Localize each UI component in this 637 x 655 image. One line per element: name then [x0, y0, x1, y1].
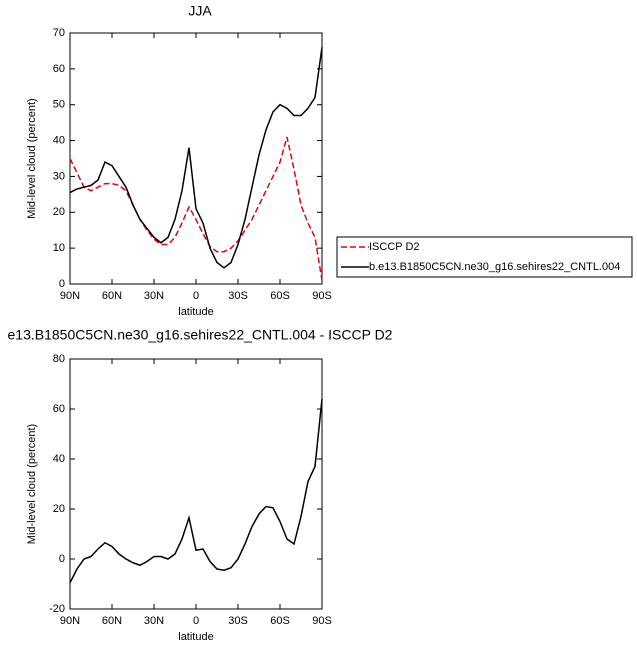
data-line [69, 136, 323, 281]
y-tick-label: 60 [53, 403, 65, 415]
chart-title: e13.B1850C5CN.ne30_g16.sehires22_CNTL.00… [8, 327, 393, 343]
x-tick-label: 90N [60, 615, 80, 627]
x-tick-label: 30N [144, 290, 164, 302]
y-tick-label: 20 [53, 503, 65, 515]
chart-title: JJA [188, 3, 212, 19]
y-tick-label: 0 [59, 553, 65, 565]
data-line [69, 398, 323, 584]
y-tick-label: 70 [53, 27, 65, 39]
x-tick-label: 0 [193, 615, 199, 627]
x-tick-label: 90S [312, 615, 332, 627]
y-tick-label: 60 [53, 63, 65, 75]
x-axis-label: latitude [178, 306, 213, 318]
x-tick-label: 30S [228, 290, 248, 302]
y-axis-label: Mid-level cloud (percent) [26, 98, 38, 218]
plot-frame [69, 358, 323, 610]
x-tick-label: 90N [60, 290, 80, 302]
x-tick-label: 30S [228, 615, 248, 627]
y-tick-label: 10 [53, 242, 65, 254]
y-tick-label: 80 [53, 353, 65, 365]
x-tick-label: 60N [102, 615, 122, 627]
y-tick-label: 40 [53, 134, 65, 146]
x-tick-label: 60S [270, 290, 290, 302]
x-tick-label: 60S [270, 615, 290, 627]
y-tick-label: 30 [53, 170, 65, 182]
data-line [69, 47, 323, 269]
legend-label: ISCCP D2 [369, 241, 420, 253]
y-tick-label: -20 [49, 603, 65, 615]
y-axis-label: Mid-level cloud (percent) [26, 424, 38, 544]
x-tick-label: 60N [102, 290, 122, 302]
legend-box [336, 236, 633, 278]
y-tick-label: 50 [53, 99, 65, 111]
x-tick-label: 0 [193, 290, 199, 302]
x-axis-label: latitude [178, 631, 213, 643]
plot-frame [69, 32, 323, 285]
y-tick-label: 0 [59, 278, 65, 290]
x-tick-label: 90S [312, 290, 332, 302]
legend-label: b.e13.B1850C5CN.ne30_g16.sehires22_CNTL.… [369, 261, 620, 273]
y-tick-label: 20 [53, 206, 65, 218]
x-tick-label: 30N [144, 615, 164, 627]
y-tick-label: 40 [53, 453, 65, 465]
